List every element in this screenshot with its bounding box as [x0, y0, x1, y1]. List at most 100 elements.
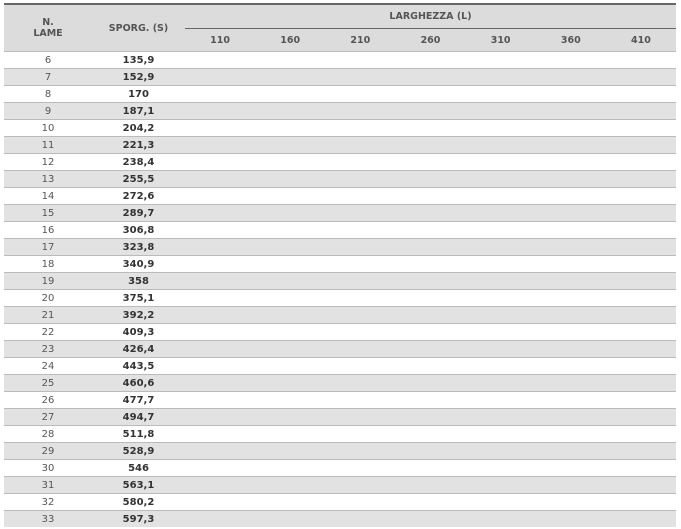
- cell-empty: [255, 153, 326, 171]
- table-row: 14 272,6: [4, 187, 676, 205]
- cell-n-lame: 9: [4, 102, 92, 120]
- table-row: 7 152,9: [4, 68, 676, 86]
- cell-empty: [185, 187, 256, 205]
- cell-n-lame: 16: [4, 221, 92, 239]
- cell-empty: [605, 357, 676, 375]
- cell-empty: [535, 119, 606, 137]
- cell-empty: [535, 102, 606, 120]
- cell-empty: [325, 408, 396, 426]
- cell-empty: [395, 289, 466, 307]
- cell-empty: [325, 136, 396, 154]
- header-width-110: 110: [185, 28, 256, 52]
- cell-empty: [185, 119, 256, 137]
- cell-empty: [535, 51, 606, 69]
- cell-empty: [395, 374, 466, 392]
- cell-empty: [325, 153, 396, 171]
- cell-empty: [605, 510, 676, 527]
- cell-empty: [255, 51, 326, 69]
- cell-sporg: 152,9: [92, 68, 185, 86]
- cell-empty: [605, 221, 676, 239]
- cell-empty: [185, 442, 256, 460]
- header-larghezza: LARGHEZZA (L): [185, 4, 676, 29]
- cell-n-lame: 32: [4, 493, 92, 511]
- cell-empty: [395, 153, 466, 171]
- cell-empty: [465, 102, 536, 120]
- cell-empty: [535, 425, 606, 443]
- cell-sporg: 494,7: [92, 408, 185, 426]
- cell-empty: [185, 102, 256, 120]
- cell-empty: [325, 85, 396, 103]
- cell-empty: [465, 442, 536, 460]
- cell-empty: [605, 153, 676, 171]
- cell-n-lame: 33: [4, 510, 92, 527]
- table-row: 16 306,8: [4, 221, 676, 239]
- cell-empty: [465, 357, 536, 375]
- cell-empty: [395, 425, 466, 443]
- cell-sporg: 528,9: [92, 442, 185, 460]
- table-row: 22 409,3: [4, 323, 676, 341]
- cell-empty: [185, 255, 256, 273]
- cell-sporg: 170: [92, 85, 185, 103]
- cell-empty: [535, 510, 606, 527]
- table-row: 32 580,2: [4, 493, 676, 511]
- cell-empty: [395, 68, 466, 86]
- cell-empty: [395, 119, 466, 137]
- cell-empty: [395, 238, 466, 256]
- cell-sporg: 426,4: [92, 340, 185, 358]
- cell-empty: [535, 442, 606, 460]
- cell-empty: [605, 374, 676, 392]
- cell-empty: [465, 391, 536, 409]
- table-row: 30 546: [4, 459, 676, 477]
- cell-empty: [535, 323, 606, 341]
- cell-sporg: 358: [92, 272, 185, 290]
- table-row: 19 358: [4, 272, 676, 290]
- cell-empty: [185, 153, 256, 171]
- cell-empty: [185, 476, 256, 494]
- cell-empty: [185, 493, 256, 511]
- cell-empty: [255, 425, 326, 443]
- cell-empty: [395, 187, 466, 205]
- cell-empty: [395, 204, 466, 222]
- cell-n-lame: 17: [4, 238, 92, 256]
- cell-empty: [185, 204, 256, 222]
- cell-sporg: 409,3: [92, 323, 185, 341]
- cell-n-lame: 31: [4, 476, 92, 494]
- cell-empty: [465, 272, 536, 290]
- cell-n-lame: 19: [4, 272, 92, 290]
- table-row: 17 323,8: [4, 238, 676, 256]
- cell-sporg: 255,5: [92, 170, 185, 188]
- cell-empty: [535, 68, 606, 86]
- cell-empty: [185, 408, 256, 426]
- table-row: 9 187,1: [4, 102, 676, 120]
- cell-n-lame: 22: [4, 323, 92, 341]
- header-n-lame-line2: LAME: [33, 28, 63, 39]
- cell-empty: [465, 170, 536, 188]
- cell-empty: [325, 170, 396, 188]
- cell-empty: [255, 221, 326, 239]
- table-row: 26 477,7: [4, 391, 676, 409]
- cell-empty: [605, 119, 676, 137]
- cell-sporg: 580,2: [92, 493, 185, 511]
- cell-empty: [325, 476, 396, 494]
- cell-empty: [185, 425, 256, 443]
- cell-empty: [185, 272, 256, 290]
- table-row: 6 135,9: [4, 51, 676, 69]
- cell-empty: [535, 85, 606, 103]
- cell-empty: [185, 170, 256, 188]
- cell-sporg: 563,1: [92, 476, 185, 494]
- table-row: 31 563,1: [4, 476, 676, 494]
- cell-n-lame: 18: [4, 255, 92, 273]
- table-row: 21 392,2: [4, 306, 676, 324]
- header-width-410: 410: [605, 28, 676, 52]
- cell-empty: [185, 357, 256, 375]
- cell-empty: [255, 374, 326, 392]
- cell-n-lame: 8: [4, 85, 92, 103]
- cell-empty: [325, 425, 396, 443]
- table-row: 8 170: [4, 85, 676, 103]
- cell-n-lame: 15: [4, 204, 92, 222]
- cell-empty: [395, 170, 466, 188]
- cell-empty: [395, 221, 466, 239]
- cell-empty: [255, 306, 326, 324]
- cell-n-lame: 10: [4, 119, 92, 137]
- cell-empty: [535, 493, 606, 511]
